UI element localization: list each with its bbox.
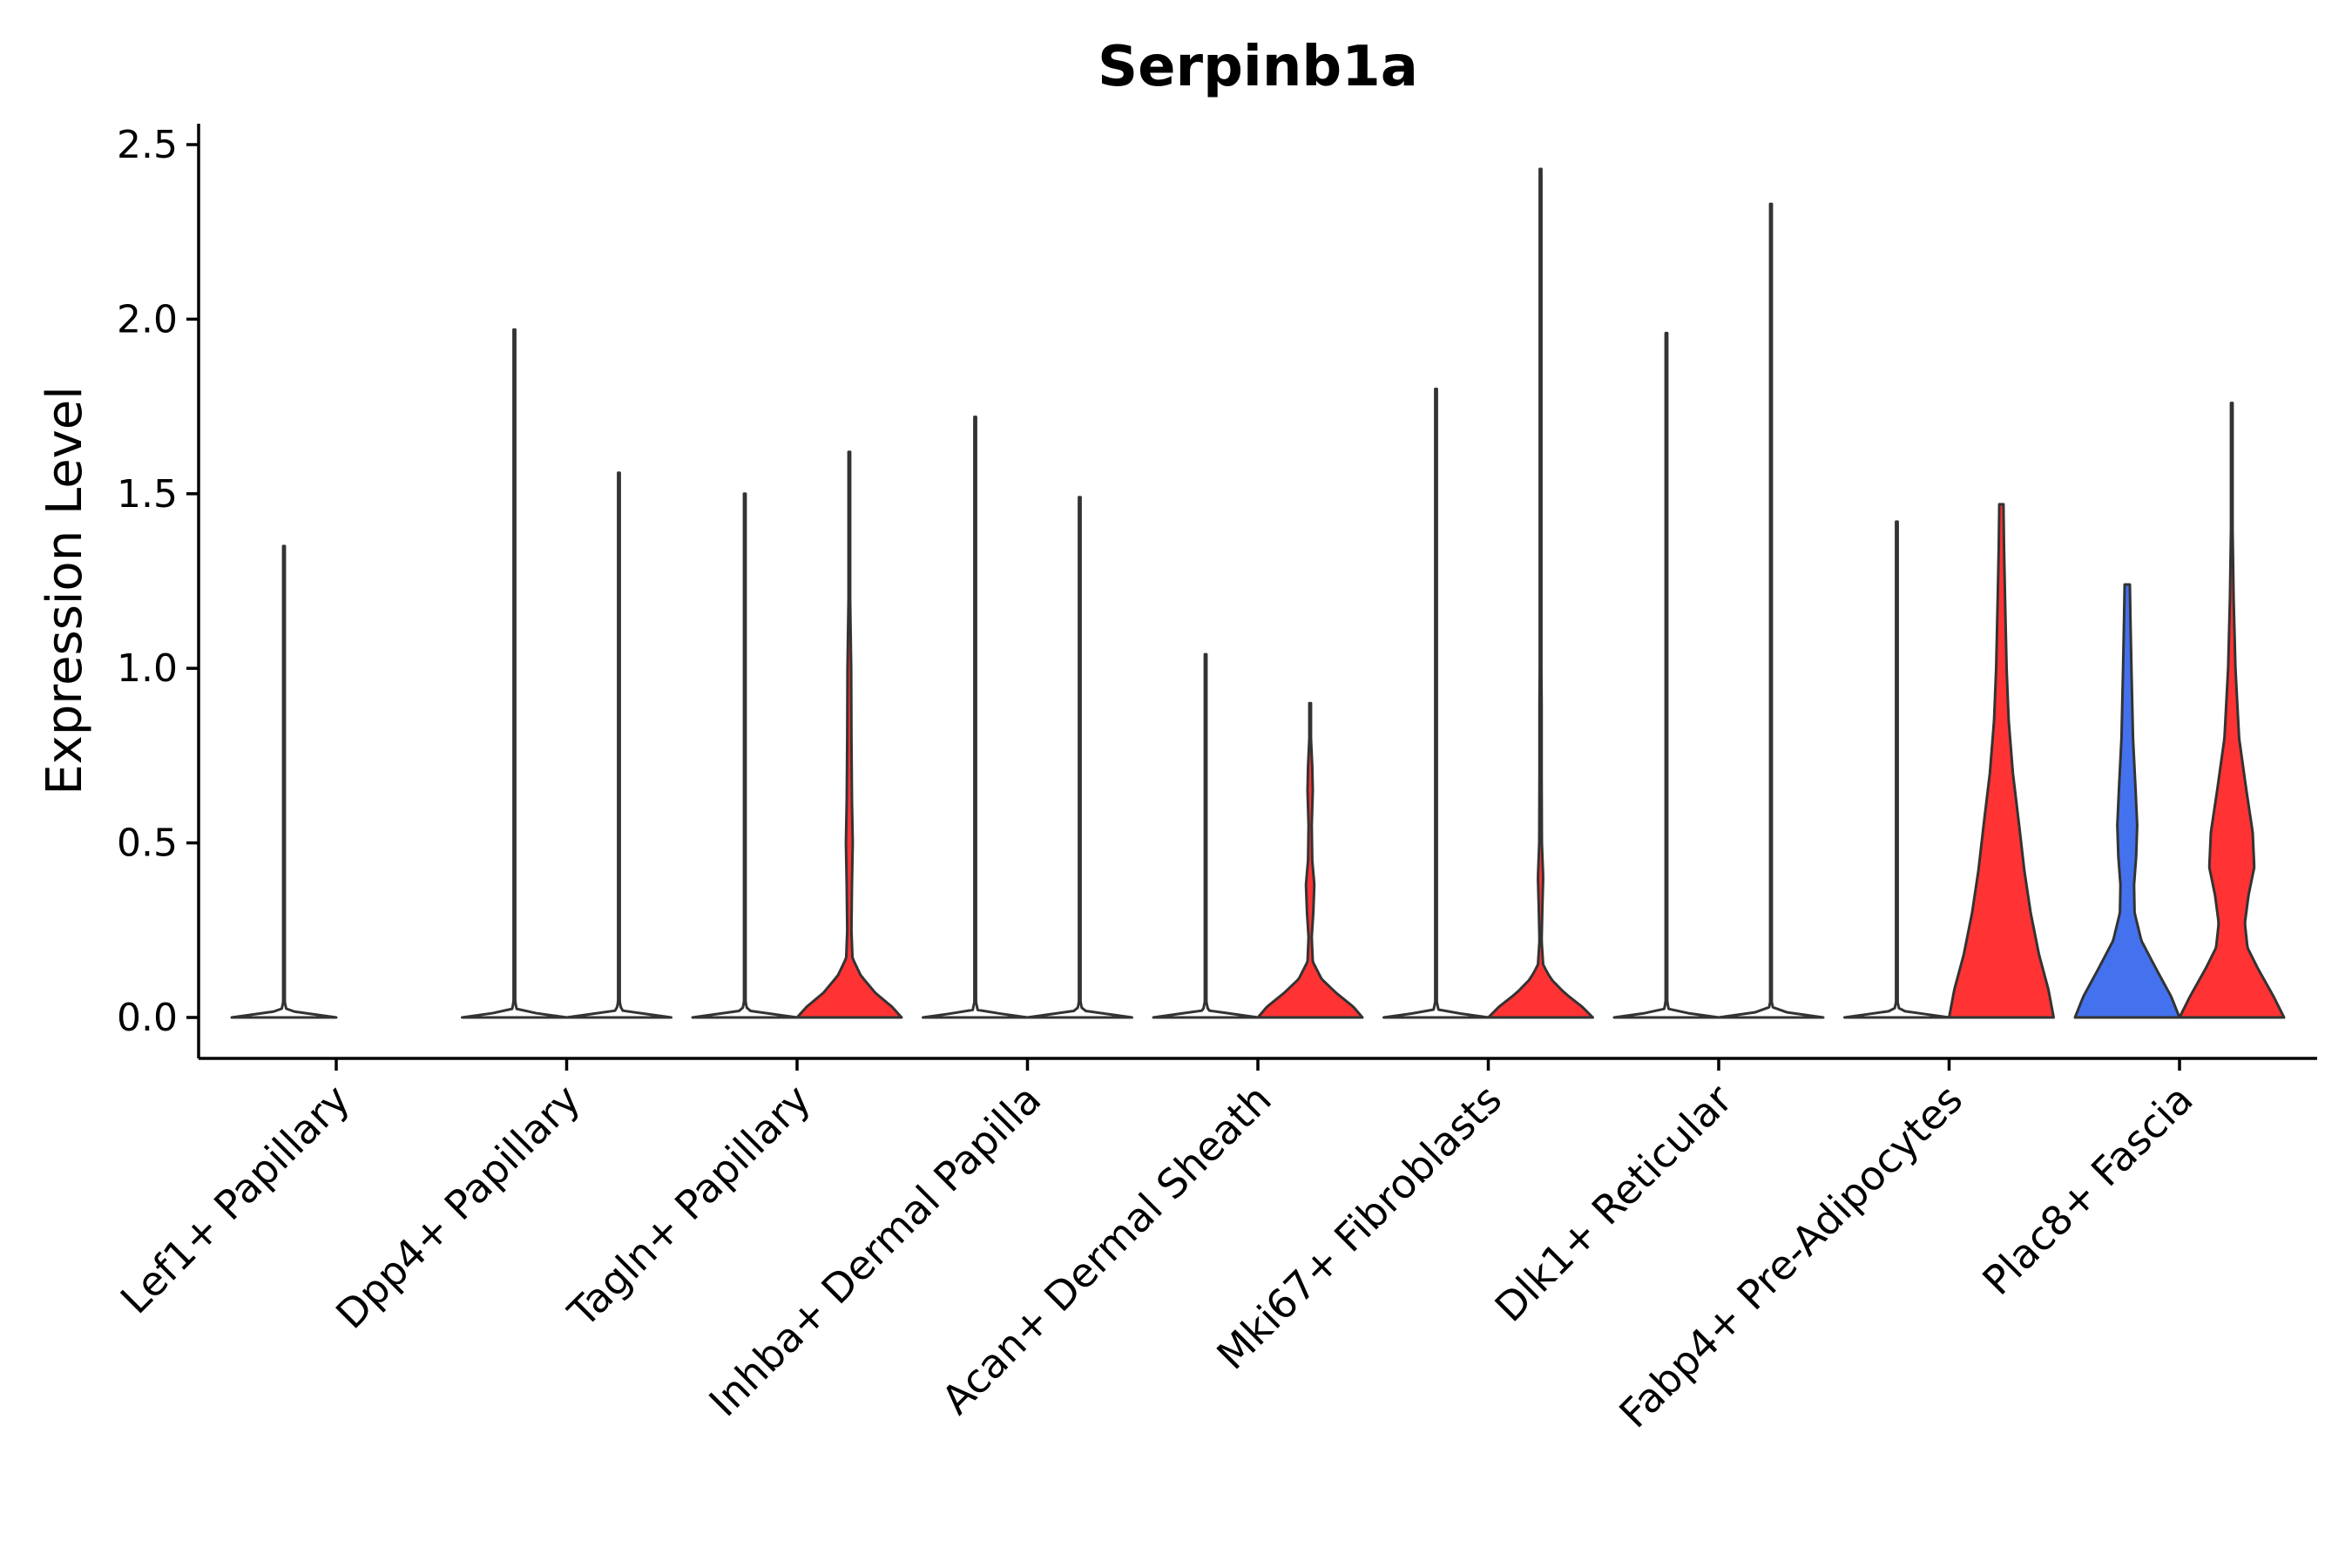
violin-3-left (691, 492, 799, 1019)
y-tick-label: 0.5 (117, 821, 178, 866)
y-axis-label: Expression Level (37, 386, 93, 795)
violin-2-left (461, 328, 568, 1019)
x-tick-label: Lef1+ Papillary (112, 1076, 359, 1323)
y-tick-label: 2.0 (117, 297, 178, 341)
violin-5-right (1256, 701, 1364, 1019)
violin-4-left (922, 416, 1029, 1019)
violins-layer (230, 167, 2286, 1019)
violin-9-right (2178, 402, 2286, 1019)
x-tick-label: Tagln+ Papillary (558, 1076, 820, 1337)
violin-7-left (1612, 331, 1720, 1019)
chart-title: Serpinb1a (1098, 35, 1418, 99)
y-tick-label: 1.0 (117, 646, 178, 691)
x-tick-label: Dlk1+ Reticular (1486, 1076, 1741, 1331)
violin-6-right (1487, 167, 1594, 1019)
x-tick-label: Plac8+ Fascia (1973, 1076, 2201, 1304)
violin-8-right (1948, 503, 2055, 1019)
violin-8-left (1843, 520, 1950, 1019)
y-tick-label: 0.0 (117, 996, 178, 1040)
violin-9-left (2073, 583, 2181, 1019)
violin-1-left (230, 544, 338, 1019)
violin-4-right (1026, 496, 1133, 1019)
y-tick-label: 2.5 (117, 123, 178, 167)
violin-6-left (1382, 388, 1490, 1019)
x-tick-label: Dpp4+ Papillary (327, 1076, 589, 1338)
violin-3-right (795, 450, 903, 1019)
violin-7-right (1717, 202, 1825, 1019)
violin-5-left (1152, 652, 1260, 1019)
violin-2-right (565, 471, 672, 1019)
y-tick-label: 1.5 (117, 472, 178, 517)
